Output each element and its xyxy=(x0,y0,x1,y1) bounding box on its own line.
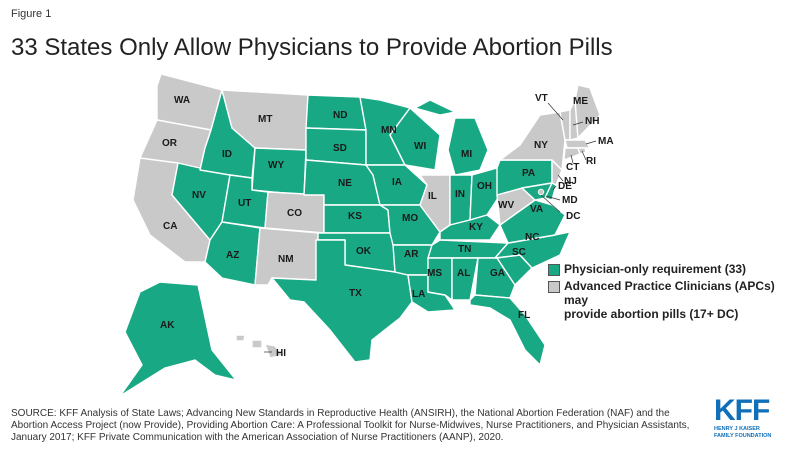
label-me: ME xyxy=(573,96,588,107)
label-sd: SD xyxy=(333,143,347,154)
legend: Physician-only requirement (33) Advanced… xyxy=(548,262,800,324)
state-labels: WA OR CA NV ID MT WY UT AZ CO NM ND SD N… xyxy=(160,93,614,359)
state-in xyxy=(449,174,473,226)
label-tx: TX xyxy=(349,288,362,299)
label-mn: MN xyxy=(381,125,397,136)
label-ia: IA xyxy=(392,177,402,188)
state-al xyxy=(451,257,479,301)
kff-logo-sub1: HENRY J KAISER xyxy=(714,426,760,432)
state-fl xyxy=(469,294,546,366)
label-nh: NH xyxy=(585,116,599,127)
label-ne: NE xyxy=(338,178,352,189)
label-al: AL xyxy=(457,268,470,279)
label-ga: GA xyxy=(490,268,505,279)
label-nd: ND xyxy=(333,110,347,121)
legend-label-physician: Physician-only requirement (33) xyxy=(564,262,747,276)
label-ms: MS xyxy=(427,268,442,279)
label-ak: AK xyxy=(160,320,175,331)
label-wa: WA xyxy=(174,95,190,106)
label-wy: WY xyxy=(268,160,284,171)
state-ga xyxy=(474,257,516,299)
label-nm: NM xyxy=(278,254,294,265)
label-ut: UT xyxy=(238,198,251,209)
label-ok: OK xyxy=(356,246,372,257)
label-de: DE xyxy=(558,181,572,192)
label-co: CO xyxy=(287,208,302,219)
label-or: OR xyxy=(162,138,178,149)
legend-swatch-apc xyxy=(548,281,560,293)
legend-label-apc-line1: Advanced Practice Clinicians (APCs) may xyxy=(564,279,775,307)
label-vt: VT xyxy=(535,93,548,104)
label-mi: MI xyxy=(461,149,472,160)
legend-item-physician: Physician-only requirement (33) xyxy=(548,262,800,276)
label-ri: RI xyxy=(586,156,596,167)
label-oh: OH xyxy=(477,181,492,192)
label-wi: WI xyxy=(414,141,426,152)
legend-label-apc-line2: provide abortion pills (17+ DC) xyxy=(564,307,739,321)
state-me xyxy=(574,84,601,139)
label-ar: AR xyxy=(404,249,419,260)
kff-logo-wordmark: KFF xyxy=(714,394,770,427)
label-wv: WV xyxy=(498,200,514,211)
label-nc: NC xyxy=(525,232,539,243)
label-hi: HI xyxy=(276,348,286,359)
label-nj: NJ xyxy=(564,176,577,187)
state-mi xyxy=(414,99,489,176)
label-dc: DC xyxy=(566,211,580,222)
state-ma xyxy=(564,139,591,149)
legend-label-apc: Advanced Practice Clinicians (APCs) may … xyxy=(564,279,800,321)
state-tx xyxy=(271,239,413,363)
state-oh xyxy=(469,167,501,221)
legend-item-apc: Advanced Practice Clinicians (APCs) may … xyxy=(548,279,800,321)
label-ky: KY xyxy=(469,222,483,233)
page-title: 33 States Only Allow Physicians to Provi… xyxy=(11,34,613,61)
label-ny: NY xyxy=(534,140,548,151)
label-id: ID xyxy=(222,149,232,160)
label-nv: NV xyxy=(192,190,206,201)
label-ks: KS xyxy=(348,211,362,222)
label-ct: CT xyxy=(566,162,579,173)
label-sc: SC xyxy=(512,247,526,258)
label-pa: PA xyxy=(522,168,535,179)
label-tn: TN xyxy=(458,244,471,255)
label-va: VA xyxy=(530,204,543,215)
state-dc xyxy=(537,188,545,196)
label-md: MD xyxy=(562,195,578,206)
label-in: IN xyxy=(455,189,465,200)
leader-lines xyxy=(264,102,597,353)
label-ma: MA xyxy=(598,136,614,147)
kff-logo: KFF HENRY J KAISER FAMILY FOUNDATION xyxy=(714,396,786,439)
legend-swatch-physician xyxy=(548,264,560,276)
label-mo: MO xyxy=(402,213,418,224)
source-note: SOURCE: KFF Analysis of State Laws; Adva… xyxy=(11,408,690,443)
label-mt: MT xyxy=(258,114,272,125)
label-fl: FL xyxy=(518,310,530,321)
label-ca: CA xyxy=(163,221,177,232)
figure-label: Figure 1 xyxy=(11,8,52,20)
state-wy xyxy=(251,147,307,196)
label-il: IL xyxy=(428,191,437,202)
label-la: LA xyxy=(412,289,425,300)
state-ms xyxy=(427,257,453,301)
state-wi xyxy=(389,107,441,171)
label-az: AZ xyxy=(226,250,239,261)
kff-logo-sub2: FAMILY FOUNDATION xyxy=(714,432,772,439)
state-ak xyxy=(119,281,237,397)
